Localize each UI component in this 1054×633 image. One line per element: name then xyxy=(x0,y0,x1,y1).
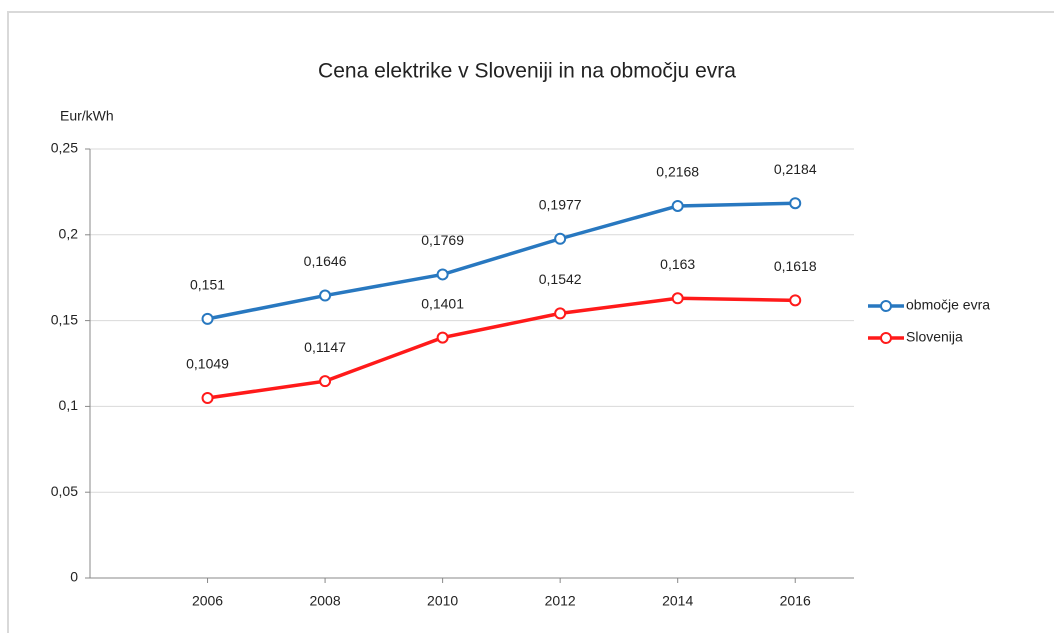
data-label: 0,1977 xyxy=(539,196,582,212)
x-tick-label: 2012 xyxy=(545,593,576,609)
y-tick-label: 0,1 xyxy=(59,397,79,413)
y-tick-label: 0,05 xyxy=(51,483,78,499)
legend-label: območje evra xyxy=(906,297,990,313)
chart-title: Cena elektrike v Sloveniji in na območju… xyxy=(318,60,736,83)
data-point xyxy=(554,307,567,320)
data-label: 0,1049 xyxy=(186,356,229,372)
x-tick-label: 2014 xyxy=(662,593,693,609)
data-point xyxy=(201,391,214,404)
legend-label: Slovenija xyxy=(906,329,963,345)
legend-marker xyxy=(880,332,892,344)
data-point xyxy=(554,232,567,245)
data-point xyxy=(671,292,684,305)
data-point xyxy=(671,199,684,212)
data-label: 0,163 xyxy=(660,256,695,272)
data-point xyxy=(319,375,332,388)
y-axis-label: Eur/kWh xyxy=(60,108,114,124)
data-label: 0,151 xyxy=(190,277,225,293)
data-label: 0,1618 xyxy=(774,258,817,274)
x-tick-label: 2006 xyxy=(192,593,223,609)
data-point xyxy=(789,197,802,210)
y-tick-label: 0 xyxy=(70,569,78,585)
x-tick-label: 2016 xyxy=(780,593,811,609)
x-tick-label: 2010 xyxy=(427,593,458,609)
series-line xyxy=(207,296,796,400)
y-tick-label: 0,15 xyxy=(51,311,78,327)
data-label: 0,2184 xyxy=(774,161,817,177)
data-point xyxy=(201,312,214,325)
data-label: 0,1147 xyxy=(304,339,346,355)
data-point xyxy=(436,268,449,281)
data-point xyxy=(319,289,332,302)
y-tick-label: 0,2 xyxy=(59,226,79,242)
legend-marker xyxy=(880,300,892,312)
data-label: 0,1646 xyxy=(304,253,347,269)
data-point xyxy=(436,331,449,344)
data-point xyxy=(789,294,802,307)
data-label: 0,1542 xyxy=(539,271,582,287)
data-label: 0,1401 xyxy=(421,295,464,311)
chart-frame xyxy=(7,11,1054,633)
data-label: 0,1769 xyxy=(421,232,464,248)
data-label: 0,2168 xyxy=(656,164,699,180)
y-tick-label: 0,25 xyxy=(51,140,78,156)
series-line xyxy=(207,201,796,321)
x-tick-label: 2008 xyxy=(309,593,340,609)
